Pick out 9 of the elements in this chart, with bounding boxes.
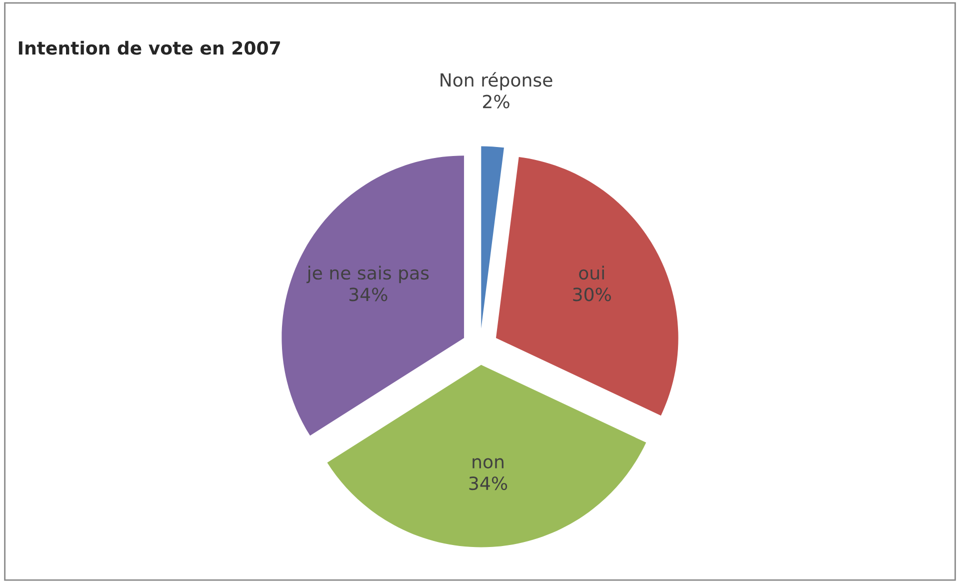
- slice-label: Non réponse: [440, 72, 552, 90]
- slice-label: non: [472, 458, 504, 469]
- data-label: 34%: [349, 288, 388, 302]
- chart-title: Intention de vote en 2007: [18, 40, 280, 55]
- data-label: 2%: [483, 94, 510, 108]
- slice-label: je ne sais pas: [306, 266, 429, 284]
- data-label: 34%: [469, 476, 508, 490]
- data-label: 30%: [573, 288, 611, 302]
- slice-label: oui: [579, 266, 604, 280]
